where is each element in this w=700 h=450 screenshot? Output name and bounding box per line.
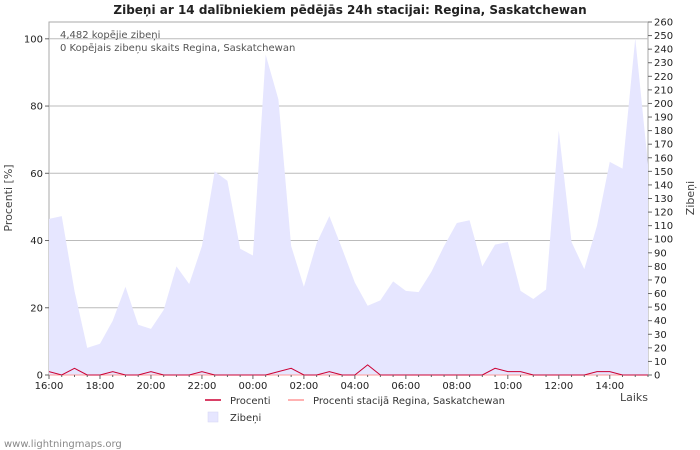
right-tick-label: 10 — [654, 357, 667, 368]
right-tick-label: 230 — [654, 58, 673, 69]
right-axis: 0 10 20 30 40 50 60 70 80 90 100 110 120 130 140 150 160… — [648, 18, 673, 382]
percent-line — [48, 364, 648, 376]
percent-series — [48, 364, 648, 376]
left-tick-label: 100 — [24, 34, 43, 45]
right-tick-label: 20 — [654, 343, 667, 354]
legend-swatch-strikes — [207, 411, 219, 423]
x-tick-label: 00:00 — [239, 381, 268, 392]
x-axis-title: Laiks — [620, 391, 648, 404]
x-tick-label: 12:00 — [544, 381, 573, 392]
plot-area — [48, 21, 649, 376]
right-tick-label: 120 — [654, 208, 673, 219]
right-tick-label: 180 — [654, 126, 673, 137]
right-tick-label: 50 — [654, 303, 667, 314]
left-tick-label: 0 — [37, 371, 43, 382]
x-tick-label: 18:00 — [86, 381, 115, 392]
right-tick-label: 90 — [654, 248, 667, 259]
right-tick-label: 150 — [654, 167, 673, 178]
right-tick-label: 70 — [654, 275, 667, 286]
left-tick-label: 20 — [30, 303, 43, 314]
x-axis: 16:00 18:00 20:00 22:00 00:00 02:00 04:00 06:00… — [35, 375, 649, 392]
right-tick-label: 170 — [654, 140, 673, 151]
lightning-area-series — [48, 38, 649, 375]
legend-label-station-percent: Procenti stacijā Regina, Saskatchewan — [313, 396, 505, 407]
x-tick-label: 14:00 — [595, 381, 624, 392]
legend: Procenti Procenti stacijā Regina, Saskat… — [205, 396, 505, 424]
right-tick-label: 130 — [654, 194, 673, 205]
x-tick-label: 20:00 — [137, 381, 166, 392]
right-tick-label: 110 — [654, 221, 673, 232]
right-tick-label: 190 — [654, 113, 673, 124]
left-tick-label: 60 — [30, 169, 43, 180]
chart-title: Zibeņi ar 14 dalībniekiem pēdējās 24h st… — [113, 3, 586, 17]
left-axis-title: Procenti [%] — [2, 164, 15, 231]
left-tick-label: 80 — [30, 102, 43, 113]
right-tick-label: 30 — [654, 330, 667, 341]
right-tick-label: 40 — [654, 316, 667, 327]
right-tick-label: 200 — [654, 99, 673, 110]
x-tick-label: 16:00 — [35, 381, 64, 392]
left-tick-label: 40 — [30, 236, 43, 247]
right-tick-label: 220 — [654, 72, 673, 83]
x-tick-label: 04:00 — [340, 381, 369, 392]
x-tick-label: 22:00 — [188, 381, 217, 392]
annotation-total-strikes: 4,482 kopējie zibeņi — [60, 30, 160, 41]
x-tick-label: 08:00 — [442, 381, 471, 392]
right-tick-label: 210 — [654, 85, 673, 96]
legend-label-percent: Procenti — [230, 396, 271, 407]
right-tick-label: 80 — [654, 262, 667, 273]
right-tick-label: 250 — [654, 31, 673, 42]
left-axis: 0 20 40 60 80 100 — [24, 34, 49, 382]
right-tick-label: 260 — [654, 18, 673, 29]
right-tick-label: 140 — [654, 180, 673, 191]
right-axis-title: Zibeņi — [684, 181, 697, 215]
x-tick-label: 06:00 — [391, 381, 420, 392]
x-tick-label: 10:00 — [493, 381, 522, 392]
annotation-station-strikes: 0 Kopējais zibeņu skaits Regina, Saskatc… — [60, 43, 295, 54]
right-tick-label: 240 — [654, 45, 673, 56]
site-watermark: www.lightningmaps.org — [4, 439, 122, 450]
lightning-area — [49, 38, 648, 375]
right-tick-label: 160 — [654, 153, 673, 164]
legend-label-strikes: Zibeņi — [230, 413, 261, 424]
right-tick-label: 100 — [654, 235, 673, 246]
x-tick-label: 02:00 — [289, 381, 318, 392]
right-tick-label: 60 — [654, 289, 667, 300]
right-tick-label: 0 — [654, 371, 660, 382]
